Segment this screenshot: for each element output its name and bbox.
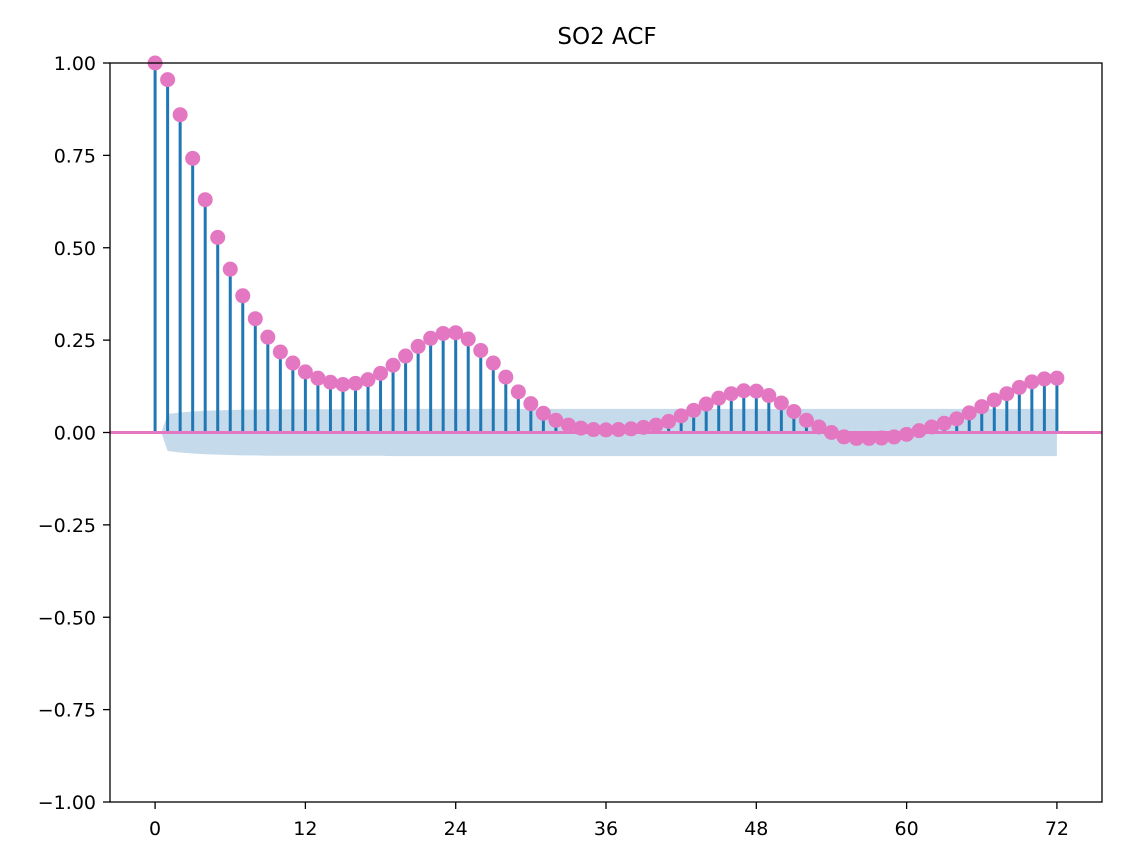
x-tick-label: 72 [1045,818,1069,840]
acf-point-lag-37 [611,422,627,438]
y-tick-label: −0.50 [38,607,96,629]
acf-point-lag-34 [573,420,589,436]
acf-point-lag-41 [661,413,677,429]
acf-point-lag-17 [360,372,376,388]
acf-point-lag-12 [297,364,313,380]
acf-point-lag-38 [623,421,639,437]
acf-point-lag-45 [711,390,727,406]
acf-point-lag-47 [736,383,752,399]
acf-point-lag-20 [398,348,414,364]
acf-point-lag-7 [235,288,251,304]
x-axis: 0 12 24 36 48 60 72 [149,802,1069,840]
acf-point-lag-72 [1049,370,1065,386]
marker-layer [147,55,1065,446]
acf-point-lag-44 [698,396,714,412]
acf-point-lag-25 [460,331,476,347]
x-tick-label: 24 [444,818,468,840]
acf-point-lag-42 [673,408,689,424]
acf-point-lag-4 [197,192,213,208]
acf-point-lag-63 [936,415,952,431]
acf-point-lag-24 [448,325,464,341]
acf-point-lag-35 [585,422,601,438]
acf-point-lag-30 [523,396,539,412]
acf-point-lag-68 [999,386,1015,402]
acf-point-lag-1 [160,72,176,88]
acf-point-lag-56 [849,430,865,446]
acf-point-lag-6 [222,261,238,277]
acf-point-lag-43 [686,402,702,418]
acf-point-lag-28 [498,369,514,385]
acf-point-lag-11 [285,355,301,371]
acf-point-lag-64 [949,411,965,427]
y-tick-label: −0.25 [38,515,96,537]
acf-point-lag-27 [485,355,501,371]
acf-point-lag-59 [886,429,902,445]
acf-point-lag-36 [598,422,614,438]
acf-point-lag-50 [773,395,789,411]
acf-point-lag-46 [723,386,739,402]
acf-point-lag-3 [185,150,201,166]
acf-point-lag-15 [335,376,351,392]
acf-point-lag-32 [548,412,564,428]
acf-point-lag-16 [347,375,363,391]
acf-point-lag-10 [272,344,288,360]
y-tick-label: −1.00 [38,792,96,814]
acf-point-lag-65 [961,405,977,421]
acf-point-lag-23 [435,325,451,341]
acf-point-lag-14 [322,374,338,390]
acf-point-lag-66 [974,399,990,415]
acf-point-lag-13 [310,370,326,386]
acf-point-lag-39 [636,419,652,435]
x-tick-label: 12 [293,818,317,840]
acf-point-lag-55 [836,429,852,445]
acf-point-lag-54 [823,425,839,440]
acf-point-lag-69 [1011,379,1027,395]
x-tick-label: 36 [594,818,618,840]
acf-point-lag-40 [648,417,664,433]
acf-point-lag-57 [861,430,877,446]
acf-point-lag-29 [510,384,526,400]
acf-point-lag-67 [986,392,1002,408]
y-tick-label: −0.75 [38,700,96,722]
chart-title: SO2 ACF [557,24,656,50]
acf-point-lag-48 [748,383,764,399]
acf-point-lag-5 [210,229,226,245]
acf-point-lag-52 [798,412,814,428]
acf-point-lag-33 [560,417,576,433]
acf-point-lag-21 [410,338,426,354]
acf-point-lag-2 [172,107,188,123]
acf-point-lag-70 [1024,374,1040,390]
x-tick-label: 48 [744,818,768,840]
acf-point-lag-26 [473,342,489,358]
y-axis: −1.00 −0.75 −0.50 −0.25 0.00 0.25 0.50 0.75 1.00 [38,53,110,814]
stem-layer [153,63,1059,439]
y-tick-label: 0.25 [54,330,96,352]
acf-point-lag-9 [260,329,276,345]
acf-point-lag-60 [899,426,915,442]
acf-point-lag-22 [423,330,439,346]
acf-point-lag-8 [247,311,263,327]
acf-point-lag-61 [911,423,927,439]
acf-point-lag-62 [924,419,940,435]
acf-point-lag-58 [874,430,890,446]
y-tick-label: 1.00 [54,53,96,75]
acf-point-lag-18 [373,365,389,381]
x-tick-label: 0 [149,818,161,840]
y-tick-label: 0.50 [54,238,96,260]
acf-point-lag-19 [385,357,401,373]
acf-point-lag-51 [786,403,802,419]
acf-point-lag-71 [1036,371,1052,387]
acf-point-lag-31 [535,405,551,421]
y-tick-label: 0.00 [54,423,96,445]
y-tick-label: 0.75 [54,145,96,167]
x-tick-label: 60 [895,818,919,840]
acf-point-lag-53 [811,419,827,435]
acf-point-lag-49 [761,388,777,404]
